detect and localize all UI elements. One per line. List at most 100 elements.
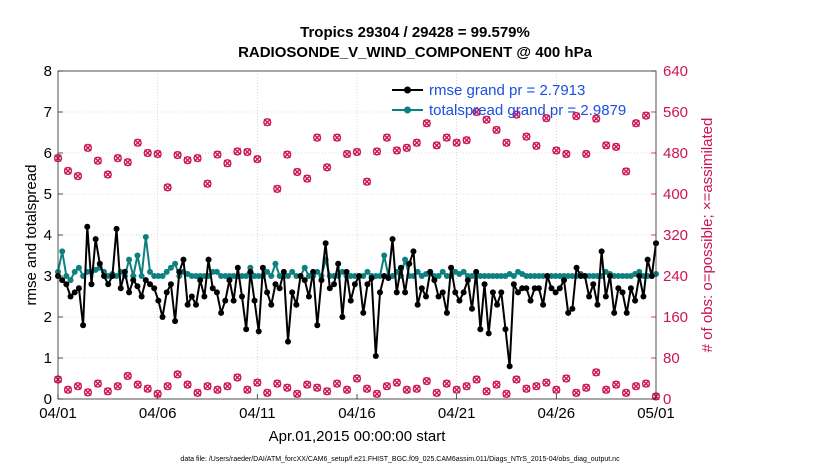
- rmse-point: [372, 352, 379, 359]
- rmse-point: [632, 297, 639, 304]
- y-axis-label-right: # of obs: o=possible; ×=assimilated: [699, 118, 716, 353]
- obs-count-marker: [63, 385, 73, 394]
- obs-count-marker: [273, 379, 282, 388]
- rmse-point: [489, 289, 496, 296]
- data-file-footnote: data file: /Users/raeder/DAI/ATM_forcXX/…: [180, 456, 620, 463]
- obs-assimilated-cross: [94, 156, 102, 165]
- rmse-point: [427, 268, 434, 275]
- obs-count-marker: [432, 388, 441, 397]
- obs-count-marker: [183, 156, 192, 165]
- totalspread-point: [477, 273, 484, 279]
- obs-count-marker: [203, 179, 212, 188]
- obs-assimilated-cross: [622, 167, 630, 176]
- rmse-point: [523, 285, 530, 292]
- obs-possible-circle: [223, 382, 232, 391]
- obs-assimilated-cross: [323, 163, 331, 172]
- obs-possible-circle: [582, 149, 591, 159]
- obs-assimilated-cross: [313, 384, 321, 392]
- rmse-series: [55, 223, 659, 370]
- x-tick-label: 04/16: [338, 405, 376, 422]
- obs-assimilated-cross: [263, 118, 271, 126]
- totalspread-point: [619, 273, 626, 279]
- obs-count-marker: [332, 379, 342, 388]
- rmse-point: [59, 277, 66, 284]
- obs-assimilated-cross: [293, 168, 301, 176]
- obs-count-marker: [103, 170, 112, 179]
- obs-assimilated-cross: [472, 375, 481, 384]
- rmse-point: [485, 330, 492, 337]
- obs-count-marker: [422, 119, 431, 128]
- obs-possible-circle: [263, 388, 272, 397]
- obs-assimilated-cross: [183, 156, 192, 164]
- obs-possible-circle: [63, 385, 73, 394]
- left-tick-label: 1: [44, 350, 52, 367]
- rmse-point: [510, 281, 517, 288]
- totalspread-point: [548, 273, 555, 279]
- obs-assimilated-cross: [552, 386, 561, 394]
- obs-assimilated-cross: [522, 385, 531, 393]
- rmse-point: [339, 314, 346, 320]
- totalspread-point: [347, 273, 354, 279]
- obs-possible-circle: [183, 156, 192, 165]
- totalspread-point: [556, 273, 563, 279]
- obs-assimilated-cross: [642, 379, 650, 388]
- obs-assimilated-cross: [403, 144, 411, 152]
- rmse-point: [439, 289, 446, 296]
- rmse-point: [389, 236, 396, 243]
- obs-count-marker: [153, 149, 162, 159]
- obs-possible-circle: [332, 379, 342, 388]
- obs-count-marker: [592, 368, 601, 377]
- legend-spread-label: totalspread grand pr = 2.9879: [429, 102, 626, 119]
- totalspread-point: [268, 273, 275, 279]
- rmse-point: [75, 285, 82, 292]
- totalspread-point: [565, 273, 572, 279]
- obs-count-marker: [123, 371, 132, 381]
- obs-count-marker: [362, 384, 372, 393]
- obs-possible-circle: [532, 141, 541, 150]
- right-tick-label: 560: [663, 104, 688, 121]
- totalspread-point: [293, 273, 300, 279]
- obs-assimilated-cross: [303, 380, 311, 389]
- totalspread-point: [498, 273, 505, 279]
- obs-assimilated-cross: [413, 385, 421, 393]
- obs-count-marker: [472, 107, 481, 117]
- obs-count-marker: [562, 149, 571, 159]
- obs-possible-circle: [173, 150, 182, 160]
- obs-count-marker: [522, 132, 531, 141]
- obs-possible-circle: [422, 376, 431, 386]
- obs-count-marker: [143, 384, 152, 393]
- obs-assimilated-cross: [283, 384, 291, 392]
- legend-rmse-marker: [404, 86, 411, 94]
- obs-assimilated-cross: [512, 375, 521, 384]
- totalspread-point: [615, 273, 622, 279]
- rmse-point: [636, 273, 643, 279]
- obs-assimilated-cross: [153, 150, 162, 158]
- obs-count-marker: [342, 149, 352, 159]
- rmse-point: [276, 285, 283, 292]
- obs-possible-circle: [572, 111, 581, 121]
- obs-possible-circle: [103, 170, 112, 179]
- obs-count-marker: [213, 385, 222, 394]
- obs-count-marker: [233, 147, 242, 156]
- rmse-point: [565, 309, 572, 316]
- obs-possible-circle: [133, 380, 142, 389]
- rmse-point: [247, 268, 254, 275]
- obs-count-marker: [313, 133, 322, 142]
- obs-possible-circle: [342, 149, 352, 159]
- obs-count-marker: [402, 143, 411, 152]
- rmse-point: [364, 281, 371, 288]
- rmse-point: [640, 293, 647, 300]
- rmse-point: [138, 293, 145, 300]
- obs-possible-circle: [273, 379, 282, 388]
- obs-count-marker: [392, 378, 401, 387]
- obs-assimilated-cross: [472, 108, 481, 116]
- x-tick-label: 04/06: [139, 405, 177, 422]
- obs-possible-circle: [462, 382, 471, 391]
- obs-possible-circle: [602, 141, 611, 150]
- legend: rmse grand pr = 2.7913 totalspread grand…: [392, 82, 626, 119]
- legend-rmse-label: rmse grand pr = 2.7913: [429, 82, 585, 99]
- obs-count-points: [53, 107, 661, 401]
- rmse-point: [268, 301, 275, 308]
- left-tick-label: 4: [44, 227, 52, 244]
- obs-assimilated-cross: [622, 389, 630, 397]
